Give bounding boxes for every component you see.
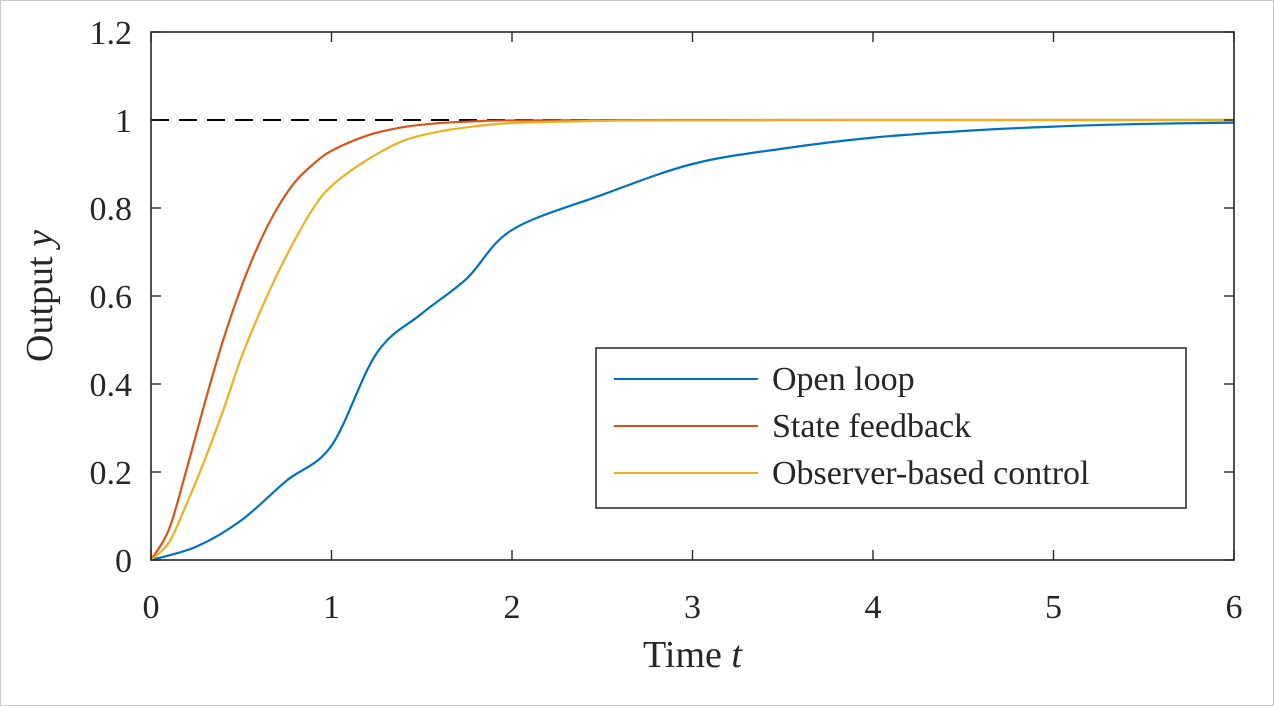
- x-axis-title: Time t: [643, 634, 743, 676]
- legend-label-observer-based-control: Observer-based control: [772, 455, 1089, 492]
- y-tick-label: 1: [115, 103, 132, 140]
- series-line-observer-based-control: [150, 118, 1234, 561]
- x-tick-label: 1: [323, 589, 340, 626]
- y-tick-label: 0: [115, 543, 132, 580]
- series-layer: [150, 118, 1235, 562]
- series-line-open-loop: [150, 121, 1235, 562]
- y-tick-label: 0.2: [90, 455, 133, 492]
- x-tick-label: 6: [1226, 589, 1243, 626]
- y-tick-label: 0.4: [90, 367, 133, 404]
- legend-label-state-feedback: State feedback: [772, 408, 971, 445]
- x-tick-label: 2: [504, 589, 521, 626]
- ticks-layer: 0 1 2 3 4 5 6 0 0.2 0.4 0.6 0.8 1 1.2: [90, 15, 1243, 626]
- x-tick-label: 3: [684, 589, 701, 626]
- y-tick-label: 0.8: [90, 191, 133, 228]
- y-axis-title: Output y: [19, 230, 61, 362]
- legend-box: [595, 347, 1187, 509]
- x-tick-label: 5: [1045, 589, 1062, 626]
- legend: Open loop State feedback Observer-based …: [595, 347, 1187, 509]
- x-axis-title-text: Time: [643, 634, 731, 676]
- y-tick-label: 1.2: [90, 15, 133, 52]
- x-tick-label: 4: [865, 589, 882, 626]
- x-axis-title-var: t: [731, 634, 743, 676]
- y-axis-title-var: y: [19, 230, 61, 251]
- x-tick-label: 0: [143, 589, 160, 626]
- legend-label-open-loop: Open loop: [772, 361, 915, 398]
- y-tick-label: 0.6: [90, 279, 133, 316]
- y-axis-title-text: Output: [19, 247, 61, 362]
